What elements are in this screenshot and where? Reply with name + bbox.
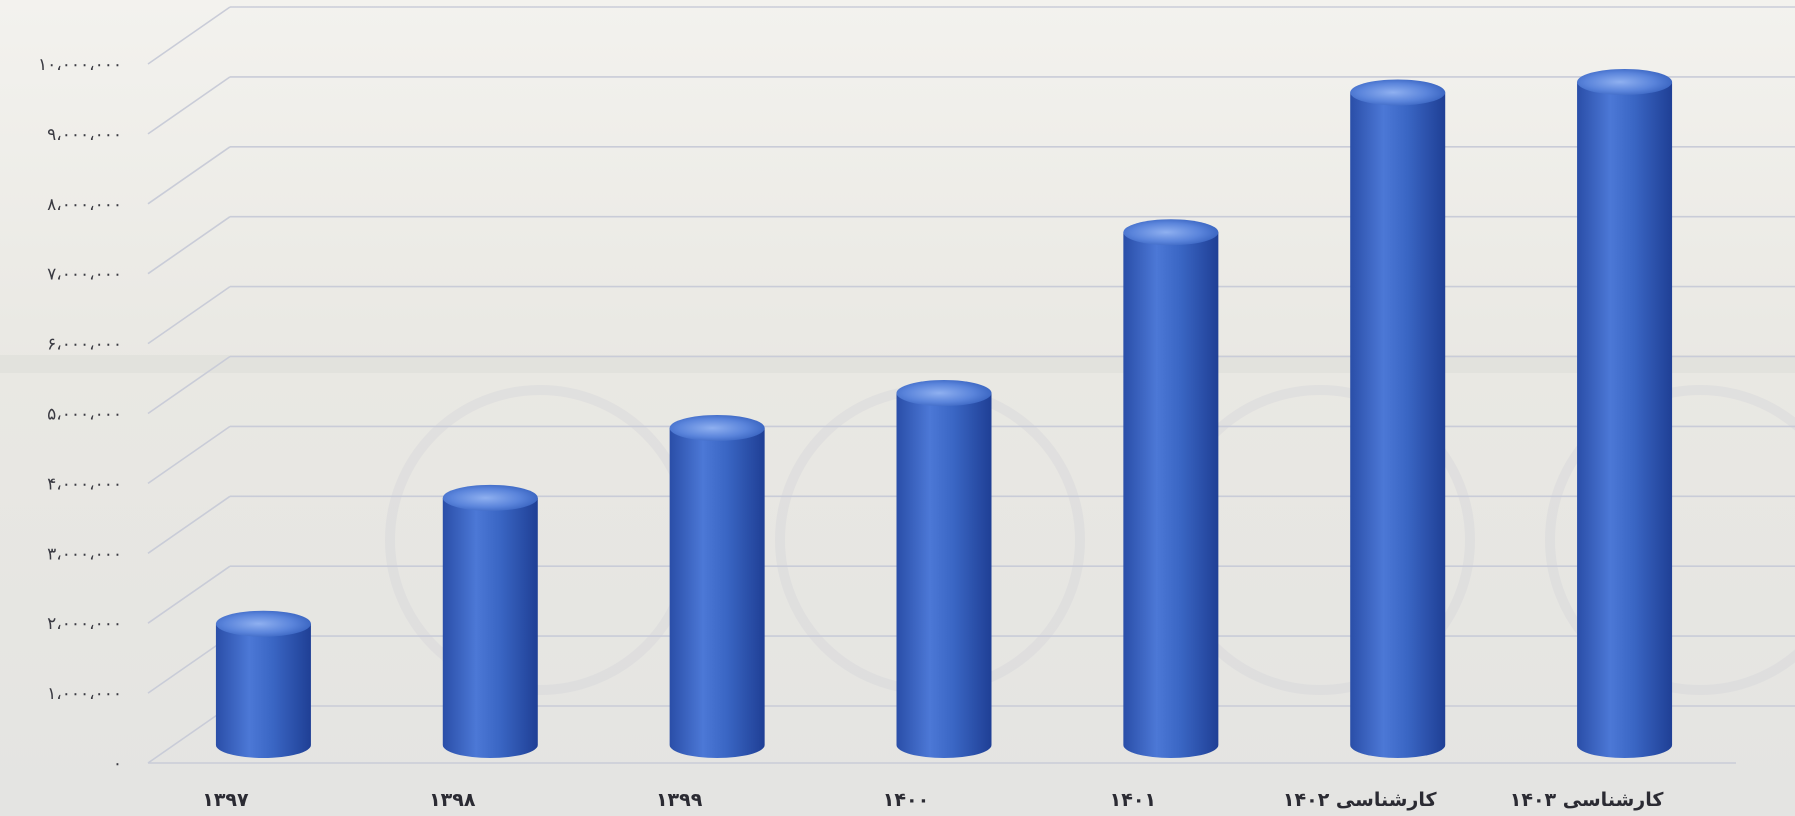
y-tick-label: ۵،۰۰۰،۰۰۰ [47,405,122,425]
bar-cap [669,415,765,442]
gridline-diagonal [147,76,231,135]
bar-cap [1350,79,1446,106]
bar-body [896,393,992,758]
gridline-diagonal [147,216,231,275]
x-category-label: کارشناسی ۱۴۰۲ [1283,789,1438,811]
y-tick-label: ۷،۰۰۰،۰۰۰ [47,265,122,285]
y-tick-label: ۰ [113,754,122,774]
y-tick-label: ۹،۰۰۰،۰۰۰ [47,125,122,145]
y-axis-tick-labels: ۰ ۱،۰۰۰،۰۰۰ ۲،۰۰۰،۰۰۰ ۳،۰۰۰،۰۰۰ ۴،۰۰۰،۰۰۰ ۵،۰… [38,55,122,774]
gridline-diagonal [147,355,231,415]
bars [215,69,1673,759]
gridline-diagonal [147,425,231,485]
x-category-label: ۱۴۰۱ [1110,789,1156,811]
bar [1350,79,1446,759]
x-axis-category-labels: ۱۳۹۷ ۱۳۹۸ ۱۳۹۹ ۱۴۰۰ ۱۴۰۱ کارشناسی ۱۴۰۲ کارشناس… [202,789,1664,811]
bar-cap [1577,69,1673,95]
gridline-diagonal [147,146,231,205]
y-tick-label: ۱،۰۰۰،۰۰۰ [47,684,122,704]
y-tick-label: ۶،۰۰۰،۰۰۰ [47,335,122,355]
y-tick-label: ۸،۰۰۰،۰۰۰ [47,195,122,215]
gridline-diagonal [147,6,231,65]
gridline-diagonal [147,565,231,624]
x-category-label: ۱۳۹۸ [429,789,476,811]
bar [442,484,538,758]
bar-cap [442,484,538,511]
bar [669,415,765,758]
bar-body [669,428,765,758]
bar-cap [1123,219,1219,246]
x-category-label: ۱۳۹۹ [656,789,703,811]
gridline-diagonal [147,285,231,345]
y-tick-label: ۴،۰۰۰،۰۰۰ [47,474,122,494]
bar-body [1577,82,1673,758]
x-category-label: کارشناسی ۱۴۰۳ [1510,789,1665,811]
y-tick-label: ۱۰،۰۰۰،۰۰۰ [38,55,122,75]
bar [1577,69,1673,758]
bar [215,610,311,758]
bar-body [1350,92,1446,759]
bar-body [442,497,538,758]
bar [1123,219,1219,758]
bar-cap [215,610,311,637]
x-category-label: ۱۳۹۷ [202,789,249,811]
y-tick-label: ۳،۰۰۰،۰۰۰ [47,544,122,564]
bar-body [1123,232,1219,758]
x-category-label: ۱۴۰۰ [883,789,929,811]
bar-cap [896,380,992,407]
bar-body [215,623,311,758]
gridline-diagonal [147,495,231,554]
bar [896,380,992,758]
y-tick-label: ۲،۰۰۰،۰۰۰ [47,614,122,634]
